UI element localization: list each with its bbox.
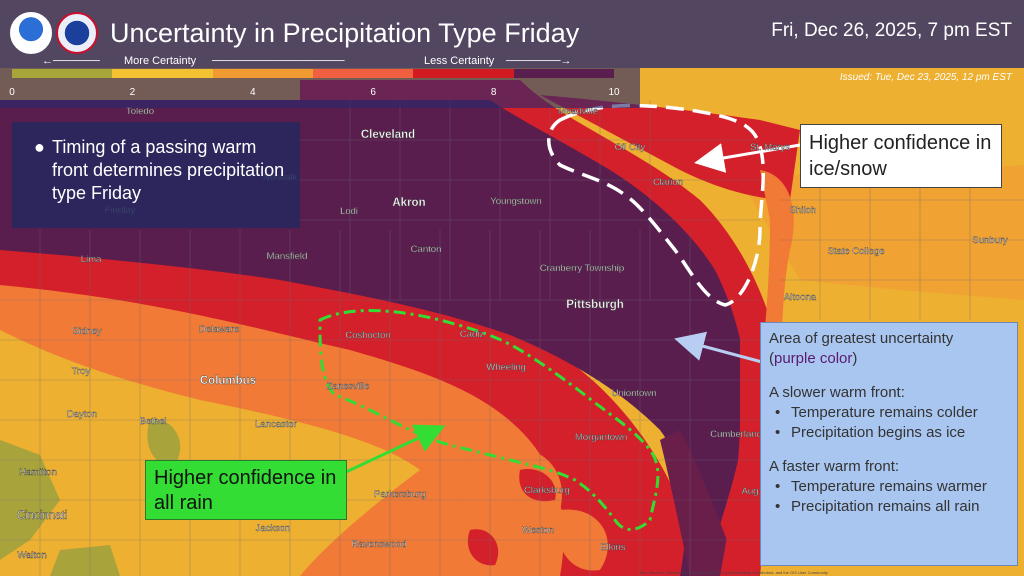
scale-tick: 6: [370, 87, 376, 98]
city-label: Clarion: [653, 177, 683, 188]
scale-tick: 0: [9, 87, 15, 98]
ice-snow-outline: [547, 103, 765, 307]
uncertainty-callout: Area of greatest uncertainty (purple col…: [760, 322, 1018, 566]
nws-logo: [56, 12, 98, 54]
city-label: Lancaster: [255, 419, 297, 430]
city-label: Elkins: [600, 542, 626, 553]
city-label: Oil City: [615, 142, 646, 153]
city-label: Meadville: [558, 106, 598, 117]
city-label: Bethel: [140, 416, 167, 427]
city-label: Columbus: [200, 375, 256, 387]
city-label: Lima: [81, 254, 102, 265]
city-label: Morgantown: [575, 432, 627, 443]
scale-segment: [513, 69, 614, 78]
slower-item-2: Precipitation begins as ice: [769, 423, 1009, 443]
city-label: Akron: [392, 197, 425, 209]
city-label: Toledo: [126, 106, 154, 117]
scale-tick: 4: [250, 87, 256, 98]
map-credit: Esri, TomTom, Garmin, FAO, NOAA, USGS, ©…: [640, 570, 828, 575]
uncertainty-title: Area of greatest uncertainty: [769, 330, 954, 347]
scale-arrow-left: ←──────: [42, 55, 100, 67]
scale-segment: [313, 69, 414, 78]
zone-orange-ne: [740, 165, 1024, 300]
city-labels: Toledo Cleveland Meadville Oil City St. Mary…: [17, 106, 1009, 561]
city-label: Cincinnati: [17, 510, 68, 522]
city-label: Shiloh: [790, 205, 816, 216]
city-label: Wheeling: [486, 362, 526, 373]
city-label: Zanesville: [327, 381, 370, 392]
rain-callout: Higher confidence in all rain: [145, 460, 347, 520]
slower-heading: A slower warm front:: [769, 384, 905, 401]
city-label: Aug: [742, 486, 759, 497]
county-lines: [0, 100, 1024, 576]
ice-arrow: [694, 143, 801, 173]
issued-time: Issued: Tue, Dec 23, 2025, 12 pm EST: [839, 72, 1012, 83]
rain-outline: [318, 309, 660, 531]
uncertainty-color-note: (purple color): [769, 350, 858, 367]
city-label: Cumberland: [710, 429, 762, 440]
bullet-dot: ●: [34, 137, 45, 157]
city-label: Lodi: [340, 206, 358, 217]
city-label: Weston: [522, 525, 554, 536]
city-label: Walton: [17, 550, 46, 561]
bullet-text: Timing of a passing warm front determine…: [52, 137, 285, 203]
forecast-datetime: Fri, Dec 26, 2025, 7 pm EST: [771, 20, 1012, 41]
header-banner: Uncertainty in Precipitation Type Friday…: [0, 0, 1024, 68]
noaa-logo: [10, 12, 52, 54]
slower-item-1: Temperature remains colder: [769, 403, 1009, 423]
city-label: Jackson: [256, 523, 291, 534]
scale-tick: 2: [129, 87, 136, 98]
less-certainty-label: Less Certainty: [424, 55, 495, 67]
city-label: Uniontown: [612, 388, 657, 399]
city-label: Dayton: [67, 409, 97, 420]
city-label: Canton: [411, 244, 442, 255]
zone-orange: [0, 260, 653, 576]
zone-red: [0, 236, 700, 576]
city-label: Ravenswood: [352, 539, 407, 550]
ice-snow-callout: Higher confidence in ice/snow: [800, 124, 1002, 188]
page-title: Uncertainty in Precipitation Type Friday: [110, 18, 580, 48]
uncertainty-arrow: [674, 331, 763, 364]
faster-item-1: Temperature remains warmer: [769, 477, 1009, 497]
more-certainty-label: More Certainty: [124, 55, 197, 67]
bullet-box: ● Timing of a passing warm front determi…: [12, 122, 300, 228]
scale-tick: 8: [490, 87, 497, 98]
scale-segment: [112, 69, 213, 78]
city-label: Coshocton: [345, 330, 390, 341]
city-label: Pittsburgh: [566, 299, 624, 311]
city-label: Sunbury: [972, 235, 1008, 246]
purple-color-text: purple color: [774, 350, 853, 367]
faster-heading: A faster warm front:: [769, 458, 900, 475]
faster-item-2: Precipitation remains all rain: [769, 497, 1009, 517]
city-label: State College: [827, 246, 884, 257]
city-label: Troy: [72, 366, 91, 377]
city-label: Cranberry Township: [540, 263, 624, 274]
scale-segment: [413, 69, 514, 78]
city-label: Cadiz: [460, 329, 485, 340]
rain-arrow: [345, 424, 446, 474]
city-label: Parkersburg: [374, 489, 426, 500]
city-label: Delaware: [199, 324, 239, 335]
city-label: St. Marys: [750, 142, 790, 153]
city-label: Altoona: [784, 292, 817, 303]
scale-tick: 10: [608, 87, 620, 98]
city-label: Clarksburg: [524, 485, 570, 496]
scale-segment: [212, 69, 313, 78]
city-label: Sidney: [72, 326, 101, 337]
scale-segment: [12, 69, 113, 78]
scale-arrow-right: ───────→: [506, 55, 572, 67]
city-label: Cleveland: [361, 129, 415, 141]
city-label: Mansfield: [267, 251, 308, 262]
city-label: Youngstown: [490, 196, 541, 207]
certainty-scale-bar: [12, 69, 614, 78]
city-label: Hamilton: [19, 467, 57, 478]
scale-line-left: ─────────────────: [212, 55, 345, 67]
